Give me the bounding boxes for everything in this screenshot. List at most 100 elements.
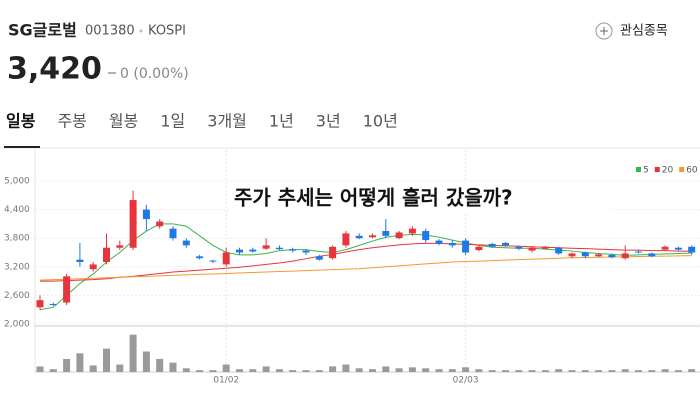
candle-body	[541, 246, 549, 249]
volume-bar	[422, 368, 430, 372]
y-tick-label: 3,800	[4, 234, 30, 244]
volume-bar	[209, 370, 217, 372]
candle-body	[635, 251, 642, 253]
legend-label: 20	[662, 166, 674, 176]
candle-body	[395, 232, 403, 239]
candle-body	[528, 247, 536, 251]
candle-body	[515, 246, 523, 249]
candle-body	[595, 254, 603, 257]
volume-bar	[76, 353, 84, 372]
candle-body	[382, 231, 390, 236]
candle-body	[156, 221, 164, 227]
ma-line	[39, 223, 692, 311]
candle-body	[369, 235, 376, 238]
volume-bar	[49, 369, 57, 372]
price: 3,420	[7, 52, 102, 87]
volume-bar	[568, 370, 576, 372]
volume-bar	[302, 370, 310, 372]
volume-bar	[435, 369, 443, 372]
candle-body	[289, 249, 297, 251]
volume-bar	[236, 369, 243, 372]
ma-line	[39, 255, 692, 281]
period-tab[interactable]: 3개월	[207, 112, 247, 131]
volume-bar	[89, 365, 97, 372]
candle-body	[89, 264, 97, 270]
volume-bar	[156, 358, 164, 372]
volume-bar	[262, 366, 270, 372]
volume-bar	[222, 364, 230, 372]
volume-bar	[555, 369, 563, 372]
period-tab[interactable]: 3년	[316, 112, 341, 131]
watchlist-button[interactable]: 관심종목	[595, 22, 668, 40]
candle-body	[236, 249, 243, 253]
plus-sign	[600, 27, 608, 35]
candle-body	[462, 240, 470, 253]
candle-body	[49, 303, 57, 305]
volume-bar	[528, 370, 536, 372]
candle-body	[116, 245, 124, 248]
volume-bar	[249, 369, 257, 372]
volume-bar	[488, 370, 496, 372]
volume-bar	[648, 370, 656, 372]
volume-bar	[275, 369, 283, 372]
legend-label: 60	[686, 166, 698, 176]
volume-bar	[502, 370, 509, 372]
candle-body	[103, 247, 110, 263]
candle-body	[475, 246, 483, 251]
volume-bar	[608, 370, 616, 372]
volume-bar	[329, 366, 337, 372]
stock-name: SG글로벌	[8, 21, 77, 40]
price-change: 0 (0.00%)	[120, 66, 189, 82]
period-tab[interactable]: 1일	[160, 112, 185, 131]
candle-body	[555, 247, 563, 254]
market: KOSPI	[148, 24, 186, 39]
period-tab[interactable]: 10년	[363, 112, 398, 131]
legend-swatch	[636, 167, 641, 172]
volume-bar	[515, 370, 523, 372]
candle-body	[688, 246, 696, 253]
candle-body	[169, 228, 177, 239]
volume-bar	[169, 362, 177, 372]
ma-line	[40, 242, 692, 282]
volume-bar	[674, 370, 682, 372]
volume-bar	[621, 369, 629, 372]
legend-swatch	[654, 167, 660, 172]
candle-body	[36, 300, 44, 308]
candle-body	[196, 256, 204, 259]
candle-body	[329, 246, 337, 259]
candle-body	[448, 242, 456, 246]
candle-body	[422, 231, 430, 241]
watchlist-label[interactable]: 관심종목	[620, 24, 668, 39]
legend-label: 5	[643, 166, 649, 176]
legend-swatch	[679, 167, 685, 172]
volume-bar	[408, 367, 416, 372]
volume-bar	[36, 366, 44, 372]
candle-body	[568, 253, 576, 257]
period-tab[interactable]: 일봉	[6, 112, 36, 131]
candle-body	[435, 240, 443, 244]
candle-body	[302, 250, 310, 253]
volume-bar	[462, 367, 470, 372]
annotation: 주가 추세는 어떻게 흘러 갔을까?	[234, 186, 513, 210]
candle-body	[674, 247, 682, 250]
candle-body	[63, 276, 71, 303]
volume-bar	[103, 348, 110, 372]
candle-body	[488, 243, 496, 247]
period-tab[interactable]: 월봉	[109, 112, 138, 131]
volume-bar	[395, 368, 403, 372]
period-tab[interactable]: 1년	[269, 112, 294, 131]
annotation-box	[230, 183, 612, 213]
candle-body	[342, 233, 350, 246]
volume-bar	[595, 370, 603, 372]
volume-bar	[475, 369, 483, 372]
volume-bar	[289, 370, 297, 372]
period-tab[interactable]: 주봉	[57, 112, 86, 131]
y-tick-label: 2,000	[4, 320, 30, 330]
x-tick-label: 01/02	[213, 376, 239, 386]
volume-bar	[369, 369, 376, 372]
volume-bar	[382, 366, 390, 372]
candle-body	[355, 235, 363, 239]
separator-dot	[139, 29, 143, 33]
volume-bar	[142, 351, 150, 372]
